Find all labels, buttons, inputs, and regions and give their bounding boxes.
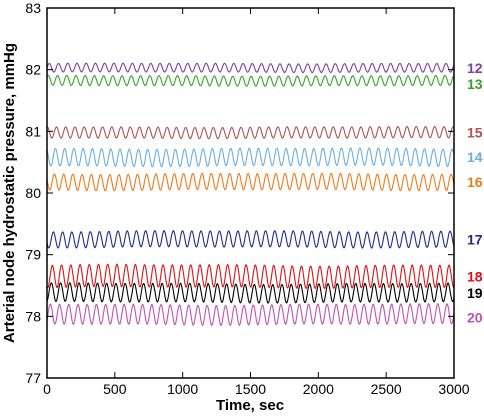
x-tick-label: 0 xyxy=(43,381,51,397)
series-label-15: 15 xyxy=(467,125,483,141)
y-tick-label: 82 xyxy=(25,62,41,78)
x-tick-label: 500 xyxy=(103,381,127,397)
series-label-13: 13 xyxy=(467,76,483,92)
ticks-layer: 0 500 1000 1500 2000 2500 3000 77 78 79 80 81 82 83 xyxy=(25,0,469,397)
y-tick-label: 78 xyxy=(25,308,41,324)
series-line-20 xyxy=(46,303,455,327)
x-tick-label: 3000 xyxy=(438,381,469,397)
series-label-12: 12 xyxy=(467,60,483,76)
y-tick-label: 83 xyxy=(25,0,41,16)
series-line-14 xyxy=(46,147,455,168)
series-label-20: 20 xyxy=(467,309,483,325)
x-tick-label: 2500 xyxy=(371,381,402,397)
series-line-19 xyxy=(46,282,455,304)
series-label-16: 16 xyxy=(467,174,483,190)
x-axis-title: Time, sec xyxy=(216,397,284,414)
series-line-15 xyxy=(47,125,455,140)
y-tick-label: 81 xyxy=(25,123,41,139)
series-layer xyxy=(46,62,455,327)
x-tick-label: 2000 xyxy=(303,381,334,397)
series-label-18: 18 xyxy=(467,268,483,284)
y-tick-label: 77 xyxy=(25,370,41,386)
series-label-14: 14 xyxy=(467,149,483,165)
series-line-18 xyxy=(46,263,455,290)
y-axis-title: Arterial node hydrostatic pressure, mmHg xyxy=(1,43,18,343)
series-label-19: 19 xyxy=(467,285,483,301)
series-label-17: 17 xyxy=(467,231,483,247)
series-line-17 xyxy=(46,230,455,249)
series-line-16 xyxy=(46,172,455,192)
x-tick-label: 1500 xyxy=(235,381,266,397)
series-line-12 xyxy=(46,62,455,74)
plot-frame xyxy=(46,7,455,379)
x-tick-label: 1000 xyxy=(167,381,198,397)
y-tick-label: 79 xyxy=(25,247,41,263)
series-line-13 xyxy=(46,74,455,87)
y-tick-label: 80 xyxy=(25,185,41,201)
